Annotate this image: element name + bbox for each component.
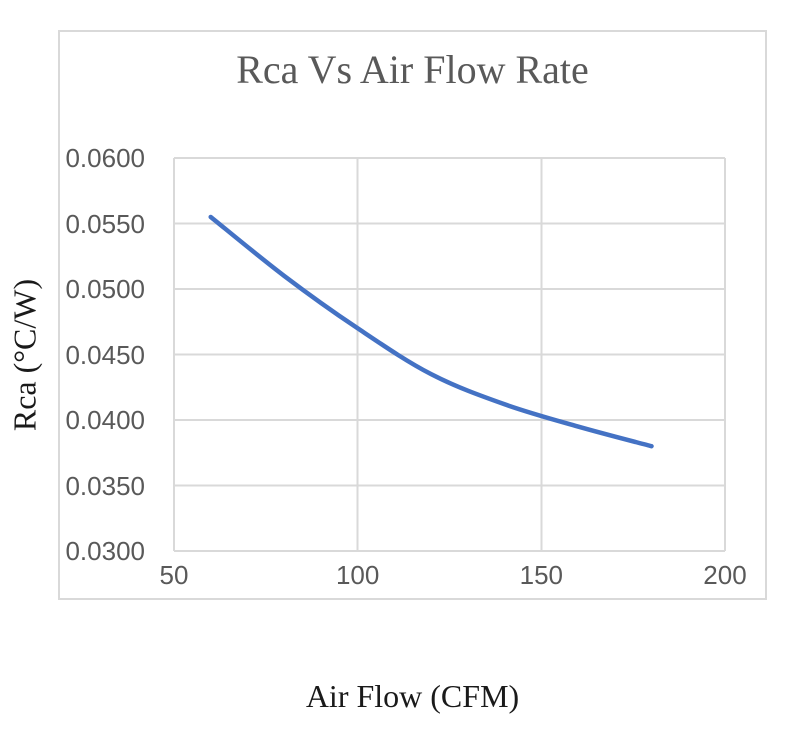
y-tick-label: 0.0500 (65, 274, 145, 304)
y-axis-title: Rca (°C/W) (6, 278, 43, 432)
x-tick-label: 50 (159, 560, 189, 590)
rca-series-line (208, 214, 654, 449)
chart-title: Rca Vs Air Flow Rate (236, 47, 589, 92)
y-tick-label: 0.0400 (65, 405, 145, 435)
chart-frame (58, 30, 767, 600)
plot-area (173, 157, 726, 552)
y-tick-label: 0.0300 (65, 536, 145, 566)
y-tick-label: 0.0350 (65, 470, 145, 501)
y-tick-label: 0.0600 (65, 143, 145, 173)
x-tick-label: 200 (703, 560, 747, 590)
x-tick-label: 100 (335, 560, 380, 590)
y-tick-label: 0.0550 (65, 208, 145, 239)
x-tick-label: 150 (519, 560, 564, 590)
x-axis-title: Air Flow (CFM) (305, 678, 520, 714)
y-tick-label: 0.0450 (65, 339, 145, 370)
